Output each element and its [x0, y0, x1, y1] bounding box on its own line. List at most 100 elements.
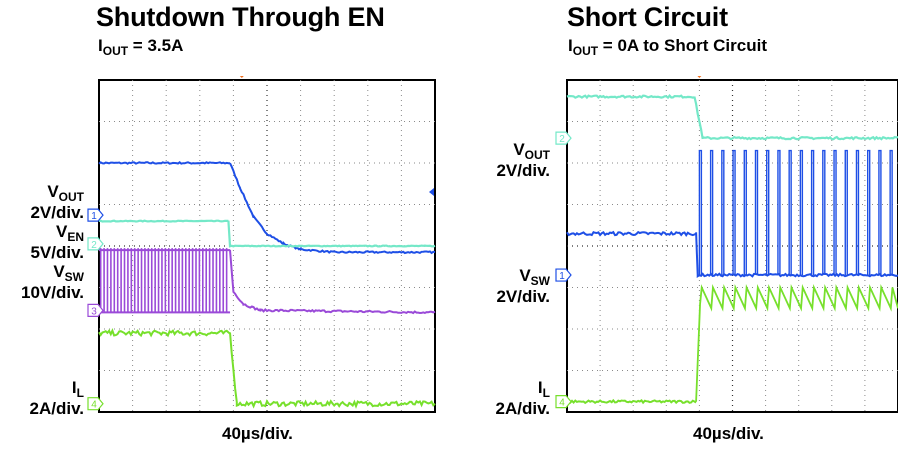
left-vsw-main: V — [53, 262, 65, 281]
right-il-label: IL 2A/div. — [496, 378, 550, 418]
right-trigger-shape — [697, 76, 702, 78]
right-vsw-pulse — [867, 149, 871, 276]
right-trace-vout — [566, 94, 898, 141]
left-trigger-shape — [239, 76, 244, 78]
left-subtitle-sub: OUT — [102, 44, 129, 58]
left-il-sub: L — [76, 386, 84, 400]
right-il-main: I — [537, 378, 543, 397]
left-ch3-marker: 3 — [87, 303, 104, 317]
right-vsw-pulse — [799, 149, 804, 276]
left-ch4-marker-shape — [87, 397, 104, 411]
right-scope-plot: T 2 1 4 — [555, 76, 898, 413]
right-chart-subtitle: IOUT = 0A to Short Circuit — [568, 36, 767, 58]
right-vout-sub: OUT — [524, 148, 550, 162]
left-trace-vsw — [99, 248, 436, 315]
left-trigger-marker: T — [239, 76, 244, 78]
left-vout-label: VOUT 2V/div. — [30, 182, 84, 222]
left-ch1-marker: 1 — [87, 208, 104, 222]
right-il-scale: 2A/div. — [495, 399, 550, 418]
left-ch3-marker-shape — [87, 303, 104, 317]
right-vsw-pulse — [732, 149, 736, 276]
right-panel: Short Circuit IOUT = 0A to Short Circuit… — [449, 0, 898, 449]
right-ch4-marker: 4 — [555, 395, 572, 409]
left-trace-ven — [98, 219, 436, 248]
right-subtitle-rest: = 0A to Short Circuit — [598, 36, 767, 55]
right-trigger-marker: T — [697, 76, 702, 78]
left-vsw-label: VSW 10V/div. — [21, 262, 84, 302]
left-chart-subtitle: IOUT = 3.5A — [98, 36, 184, 58]
right-vsw-pre — [566, 230, 697, 238]
left-vout-sub: OUT — [58, 190, 84, 204]
left-il-label: IL 2A/div. — [30, 378, 84, 418]
left-ch1-marker-text: 1 — [91, 211, 97, 222]
left-ch2-marker-text: 2 — [91, 240, 97, 251]
right-vsw-pulse — [878, 149, 882, 276]
right-vsw-label: VSW 2V/div. — [496, 266, 550, 306]
right-ch1-marker: 1 — [555, 268, 572, 282]
right-ch2-marker: 2 — [555, 131, 572, 145]
right-vsw-pulse — [822, 149, 826, 276]
right-vout-main: V — [513, 140, 525, 159]
right-ch2-marker-text: 2 — [559, 134, 565, 145]
left-scope-plot: T 1 2 3 4 — [87, 76, 436, 413]
right-vsw-pulse — [777, 149, 781, 276]
right-vsw-pulse — [788, 149, 792, 276]
right-vsw-pulse — [709, 149, 714, 276]
right-vsw-pulse — [721, 149, 725, 276]
right-il-sub: L — [542, 386, 550, 400]
right-vsw-main: V — [519, 266, 531, 285]
right-subtitle-sub: OUT — [572, 44, 599, 58]
left-ch2-marker: 2 — [87, 237, 104, 251]
right-il-pre — [566, 398, 697, 405]
right-vsw-pulse — [754, 149, 759, 276]
left-vsw-sub: SW — [64, 270, 84, 284]
left-ven-sub: EN — [67, 230, 84, 244]
right-vsw-pulse — [810, 149, 815, 276]
left-chart-title: Shutdown Through EN — [96, 2, 385, 32]
left-ch2-marker-shape — [87, 237, 104, 251]
right-vsw-scale: 2V/div. — [496, 287, 550, 306]
right-trace-vsw-pulses — [698, 149, 893, 276]
left-ch4-marker: 4 — [87, 397, 104, 411]
left-vsw-decay — [229, 249, 436, 315]
right-chart-title: Short Circuit — [567, 2, 728, 32]
left-trace-il — [98, 328, 436, 409]
right-timebase-label: 40µs/div. — [693, 424, 764, 443]
left-ven-main: V — [55, 222, 68, 241]
right-ch4-marker-shape — [555, 395, 572, 409]
right-vsw-pulse — [889, 149, 893, 276]
right-vsw-pulse — [743, 149, 747, 276]
left-vsw-envelope — [99, 249, 231, 314]
right-vsw-post — [695, 232, 898, 278]
left-vout-scale: 2V/div. — [30, 203, 84, 222]
left-ch3-marker-text: 3 — [91, 306, 97, 317]
left-offset-arrow — [429, 188, 434, 197]
left-ven-scale: 5V/div. — [30, 243, 84, 262]
right-vout-scale: 2V/div. — [496, 161, 550, 180]
right-ch1-marker-text: 1 — [559, 271, 565, 282]
left-il-scale: 2A/div. — [29, 399, 84, 418]
right-ch1-marker-shape — [555, 268, 572, 282]
right-vsw-sub: SW — [530, 274, 550, 288]
left-subtitle-rest: = 3.5A — [128, 36, 184, 55]
right-vsw-pulse — [698, 149, 703, 276]
right-vsw-pulse — [844, 149, 848, 276]
left-ven-label: VEN 5V/div. — [30, 222, 84, 262]
right-vsw-pulse — [855, 149, 860, 276]
left-vsw-scale: 10V/div. — [21, 283, 84, 302]
right-vout-label: VOUT 2V/div. — [496, 140, 550, 180]
right-ch4-marker-text: 4 — [559, 398, 565, 409]
right-ch2-marker-shape — [555, 131, 572, 145]
left-subtitle-main: I — [98, 36, 103, 55]
right-vsw-pulse — [766, 149, 770, 276]
left-trace-vout — [98, 161, 436, 255]
left-vout-main: V — [47, 182, 59, 201]
left-timebase-label: 40µs/div. — [222, 424, 293, 443]
right-subtitle-main: I — [568, 36, 573, 55]
left-il-main: I — [71, 378, 77, 397]
left-ch1-marker-shape — [87, 208, 104, 222]
left-ch4-marker-text: 4 — [91, 400, 97, 411]
right-vsw-pulse — [833, 149, 837, 276]
right-trace-il — [695, 283, 898, 402]
left-panel: Shutdown Through EN IOUT = 3.5A VOUT 2V/… — [21, 2, 436, 443]
